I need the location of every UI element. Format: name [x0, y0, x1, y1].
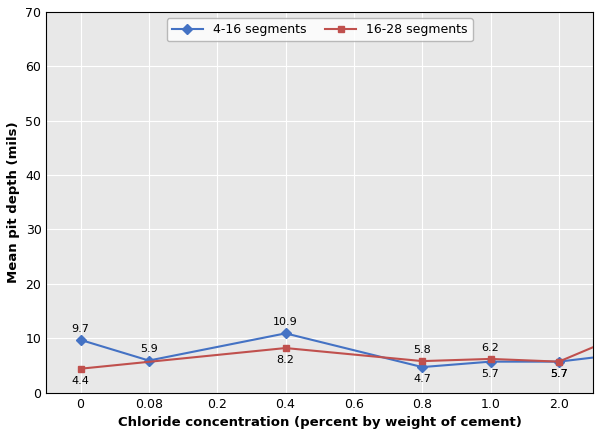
Text: 6.2: 6.2: [482, 343, 499, 353]
16-28 segments: [487, 356, 494, 361]
Text: 5.9: 5.9: [140, 344, 158, 354]
Y-axis label: Mean pit depth (mils): Mean pit depth (mils): [7, 122, 20, 283]
16-28 segments: [282, 345, 289, 351]
16-28 segments: [419, 358, 426, 364]
X-axis label: Chloride concentration (percent by weight of cement): Chloride concentration (percent by weigh…: [118, 416, 521, 429]
Text: 10.9: 10.9: [273, 317, 298, 327]
Text: 4.4: 4.4: [71, 376, 89, 386]
Text: 5.8: 5.8: [413, 345, 431, 355]
Line: 4-16 segments: 4-16 segments: [77, 330, 600, 371]
Legend: 4-16 segments, 16-28 segments: 4-16 segments, 16-28 segments: [167, 18, 473, 41]
Text: 9.7: 9.7: [71, 324, 89, 334]
4-16 segments: [419, 364, 426, 370]
16-28 segments: [77, 366, 84, 371]
4-16 segments: [555, 359, 562, 364]
Line: 16-28 segments: 16-28 segments: [77, 329, 600, 372]
16-28 segments: [555, 359, 562, 364]
4-16 segments: [487, 359, 494, 364]
4-16 segments: [282, 331, 289, 336]
Text: 4.7: 4.7: [413, 375, 431, 385]
Text: 5.7: 5.7: [482, 369, 499, 379]
Text: 8.2: 8.2: [277, 355, 295, 365]
4-16 segments: [145, 358, 152, 363]
Text: 5.7: 5.7: [550, 369, 568, 379]
Text: 11.0: 11.0: [0, 435, 1, 436]
4-16 segments: [77, 337, 84, 343]
Text: 5.7: 5.7: [550, 369, 568, 379]
Text: 7.2: 7.2: [0, 435, 1, 436]
